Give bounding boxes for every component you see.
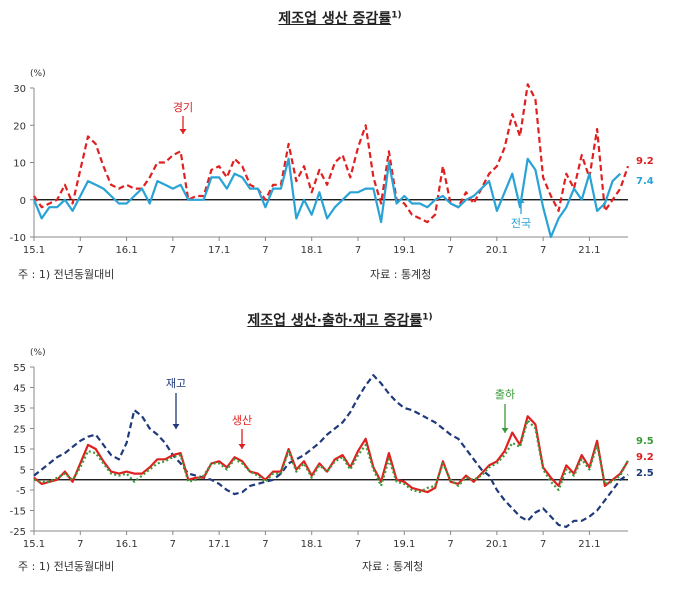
series-line-전국 [32, 157, 622, 239]
end-label: 9.5 [636, 436, 654, 447]
x-tick-label: 7 [540, 245, 546, 256]
x-tick-label: 16.1 [115, 539, 137, 550]
y-tick-label: -5 [16, 486, 26, 497]
y-tick-label: -10 [10, 233, 26, 244]
chart1-plot: -10 0 10 20 30 15.1 7 16.1 7 17.1 7 18.1 7 19.1 7 20.1 7… [10, 69, 654, 256]
y-tick-label: 55 [13, 363, 26, 374]
y-tick-label: 20 [13, 121, 26, 132]
x-tick-label: 21.1 [578, 539, 600, 550]
x-tick-label: 20.1 [486, 245, 508, 256]
chart1-source: 자료 : 통계청 [370, 268, 432, 281]
end-label: 7.4 [636, 176, 654, 187]
x-tick-label: 7 [540, 539, 546, 550]
x-tick-label: 17.1 [208, 539, 230, 550]
series-line-출하 [33, 419, 629, 494]
x-tick-label: 7 [262, 245, 268, 256]
x-tick-label: 19.1 [393, 539, 415, 550]
chart1-title: 제조업 생산 증감률1) [278, 10, 402, 27]
x-tick-label: 18.1 [301, 245, 323, 256]
unit-label: (%) [30, 69, 46, 79]
x-tick-label: 16.1 [115, 245, 137, 256]
chart2-source: 자료 : 통계청 [362, 560, 424, 573]
end-label: 9.2 [636, 156, 654, 167]
series-line-재고 [33, 374, 629, 529]
arrow-head [517, 198, 525, 203]
arrow-head [501, 428, 509, 433]
x-tick-label: 7 [170, 245, 176, 256]
chart1-note: 주 : 1) 전년동월대비 [18, 268, 115, 281]
x-tick-label: 7 [355, 245, 361, 256]
y-tick-label: 5 [20, 466, 26, 477]
y-tick-label: 45 [13, 384, 26, 395]
x-tick-label: 7 [447, 245, 453, 256]
y-tick-label: -25 [10, 527, 26, 538]
annotation-inventory: 재고 [166, 377, 186, 390]
x-tick-label: 7 [170, 539, 176, 550]
x-tick-label: 7 [77, 245, 83, 256]
y-tick-label: 10 [13, 159, 26, 170]
annotation-gyeonggi: 경기 [173, 101, 193, 114]
annotation-national: 전국 [511, 217, 531, 230]
y-tick-label: 35 [13, 404, 26, 415]
series-line-생산 [33, 415, 629, 494]
annotation-production: 생산 [232, 414, 252, 427]
y-tick-label: -15 [10, 507, 26, 518]
y-tick-label: 0 [20, 196, 26, 207]
chart2-note: 주 : 1) 전년동월대비 [18, 560, 115, 573]
y-tick-label: 30 [13, 84, 26, 95]
chart2-title: 제조업 생산·출하·재고 증감률1) [247, 312, 433, 329]
arrow-head [238, 444, 246, 449]
x-tick-label: 7 [77, 539, 83, 550]
x-tick-label: 18.1 [301, 539, 323, 550]
y-tick-label: 15 [13, 445, 26, 456]
y-tick-label: 25 [13, 425, 26, 436]
x-tick-label: 7 [262, 539, 268, 550]
arrow-head [172, 424, 180, 429]
end-label: 9.2 [636, 452, 654, 463]
annotation-shipment: 출하 [495, 387, 515, 401]
arrow-head [179, 129, 187, 134]
x-tick-label: 15.1 [23, 539, 45, 550]
series-line-경기 [33, 83, 630, 224]
x-tick-label: 21.1 [578, 245, 600, 256]
x-tick-label: 7 [355, 539, 361, 550]
end-label: 2.5 [636, 468, 654, 479]
unit-label: (%) [30, 348, 46, 358]
x-tick-label: 17.1 [208, 245, 230, 256]
x-tick-label: 20.1 [486, 539, 508, 550]
x-tick-label: 15.1 [23, 245, 45, 256]
x-tick-label: 19.1 [393, 245, 415, 256]
x-tick-label: 7 [447, 539, 453, 550]
